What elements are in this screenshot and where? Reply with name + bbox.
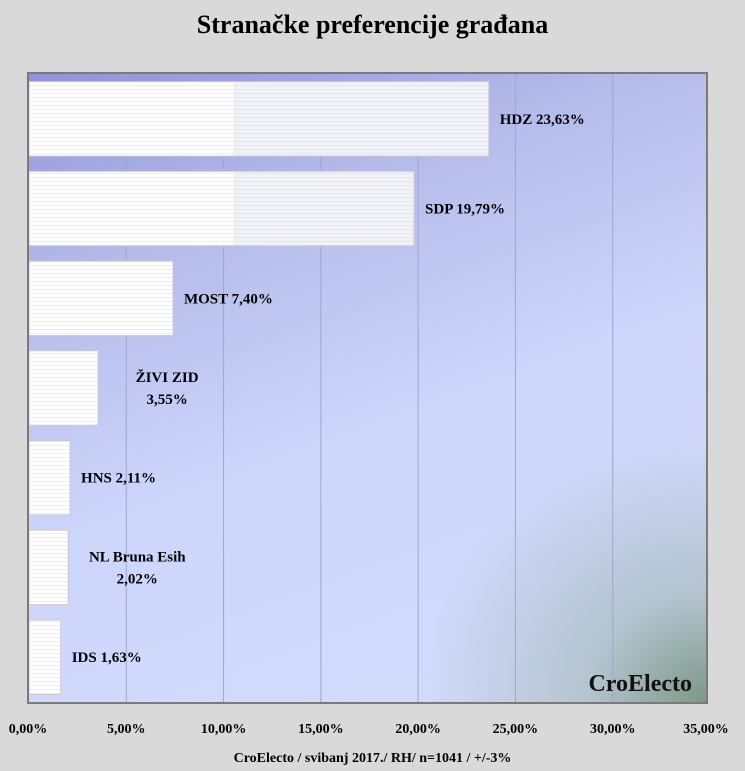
x-tick-label: 10,00% xyxy=(200,722,247,737)
bar-ids: IDS 1,63% xyxy=(29,619,142,695)
bar xyxy=(29,350,99,426)
bar xyxy=(29,260,174,337)
x-tick-label: 0,00% xyxy=(8,722,48,737)
x-tick-label: 25,00% xyxy=(492,722,539,737)
data-label: 2,02% xyxy=(117,571,158,587)
data-label: IDS 1,63% xyxy=(72,650,142,666)
x-tick-label: 5,00% xyxy=(107,722,146,737)
data-label: ŽIVI ZID xyxy=(136,369,199,386)
data-label: SDP 19,79% xyxy=(425,202,505,218)
bar-shade xyxy=(233,82,489,156)
x-tick-label: 20,00% xyxy=(395,722,441,737)
x-axis: 0,00% 5,00% 10,00% 15,00% 20,00% 25,00% 30,00%… xyxy=(0,722,745,742)
bar xyxy=(29,170,415,247)
bar-most: MOST 7,40% xyxy=(29,260,273,337)
x-tick-label: 30,00% xyxy=(589,722,636,737)
bar xyxy=(29,439,71,516)
x-tick-label: 35,00% xyxy=(683,722,729,737)
bar xyxy=(29,619,62,695)
bar-živi-zid: ŽIVI ZID 3,55% xyxy=(29,350,199,426)
x-tick-label: 15,00% xyxy=(298,722,344,737)
bar-hns: HNS 2,11% xyxy=(29,439,156,516)
bar xyxy=(29,81,490,157)
x-axis-label: CroElecto / svibanj 2017./ RH/ n=1041 / … xyxy=(233,751,512,766)
bar-hdz: HDZ 23,63% xyxy=(29,81,585,157)
bar-shade xyxy=(233,171,414,246)
bar-chart: HDZ 23,63% SDP 19,79% MOST 7,40% ŽIVI ZID 3,… xyxy=(29,74,614,702)
watermark: CroElecto xyxy=(588,671,692,697)
data-label: NL Bruna Esih xyxy=(89,549,186,565)
data-label: HDZ 23,63% xyxy=(500,112,585,128)
bar-sdp: SDP 19,79% xyxy=(29,170,505,247)
bar xyxy=(29,529,69,606)
plot-area: HDZ 23,63% SDP 19,79% MOST 7,40% ŽIVI ZID 3,… xyxy=(27,72,708,704)
bar-nl-bruna-esih: NL Bruna Esih 2,02% xyxy=(29,529,186,606)
data-label: HNS 2,11% xyxy=(81,471,156,487)
data-label: 3,55% xyxy=(146,392,187,408)
chart-title: Stranačke preferencije građana xyxy=(196,10,549,39)
data-label: MOST 7,40% xyxy=(184,291,273,307)
